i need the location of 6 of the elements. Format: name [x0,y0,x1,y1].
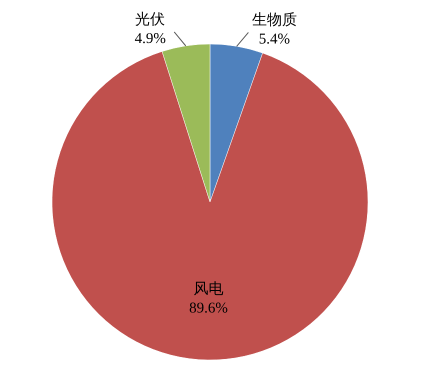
data-label: 5.4% [258,31,290,48]
data-label: 89.6% [189,300,228,317]
slice-label: 风电 [194,280,224,298]
slice-label: 生物质 [252,11,297,28]
slice-label: 光伏 [135,10,166,28]
data-label: 4.9% [134,30,166,47]
